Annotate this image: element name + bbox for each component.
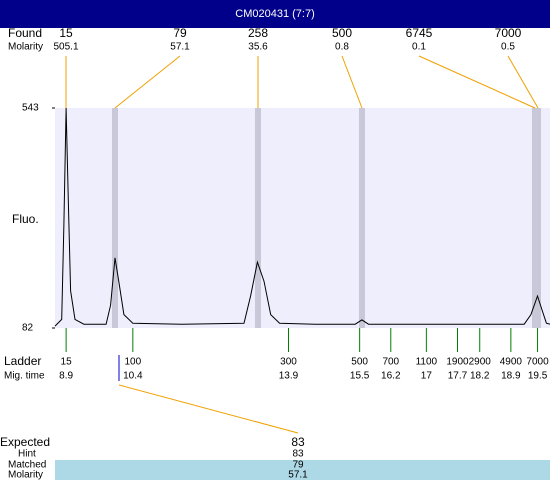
ladder-size: 700 [382, 357, 399, 368]
expected-molarity-label: Molarity [8, 470, 43, 480]
matched-label: Matched [8, 460, 46, 471]
ladder-time: 8.9 [59, 371, 73, 382]
expected-value: 83 [291, 435, 305, 449]
ladder-time: 18.2 [470, 371, 490, 382]
found-molarity: 57.1 [170, 42, 190, 53]
y-tick-label: 543 [22, 103, 39, 114]
found-molarity: 35.6 [248, 42, 268, 53]
peak-connector [341, 55, 363, 109]
ladder-time: 18.9 [501, 371, 521, 382]
ladder-size: 4900 [500, 357, 523, 368]
title-bar [0, 0, 550, 28]
ladder-time: 16.2 [381, 371, 401, 382]
peak-connector [418, 55, 536, 109]
trace [54, 107, 550, 327]
mig-time-label: Mig. time [4, 371, 45, 382]
ladder-size: 500 [351, 357, 368, 368]
peak-band [535, 108, 541, 328]
ladder-size: 300 [280, 357, 297, 368]
molarity-label: Molarity [8, 42, 43, 53]
peak-connector [507, 55, 539, 109]
peak-band [255, 108, 261, 328]
found-size: 500 [332, 26, 352, 40]
found-size: 258 [248, 26, 268, 40]
found-size: 79 [173, 26, 187, 40]
plot-area [55, 108, 550, 328]
found-size: 7000 [495, 26, 522, 40]
ladder-time: 15.5 [350, 371, 370, 382]
ladder-size: 2900 [469, 357, 492, 368]
peak-band [112, 108, 118, 328]
ladder-size: 15 [61, 357, 73, 368]
ladder-size: 100 [124, 357, 141, 368]
hint-label: Hint [18, 449, 36, 460]
found-size: 15 [59, 26, 73, 40]
ladder-time: 10.4 [123, 371, 143, 382]
expected-molarity-value: 57.1 [288, 470, 308, 480]
ladder-label: Ladder [4, 354, 41, 368]
found-molarity: 505.1 [53, 42, 78, 53]
ladder-size: 7000 [526, 357, 549, 368]
ladder-size: 1100 [416, 357, 438, 368]
ladder-size: 1900 [446, 357, 469, 368]
matched-highlight [55, 460, 550, 480]
found-size: 6745 [406, 26, 433, 40]
y-tick-label: 82 [22, 323, 34, 334]
matched-value: 79 [292, 460, 304, 471]
y-axis-label: Fluo. [12, 212, 39, 226]
hint-value: 83 [292, 449, 304, 460]
expected-connector [118, 384, 299, 434]
ladder-time: 19.5 [528, 371, 548, 382]
ladder-time: 17.7 [448, 371, 468, 382]
window-title: CM020431 (7:7) [235, 8, 315, 20]
peak-connector [114, 55, 181, 109]
expected-label: Expected [0, 435, 50, 449]
found-molarity: 0.8 [335, 42, 349, 53]
found-label: Found [8, 26, 42, 40]
ladder-time: 17 [421, 371, 433, 382]
found-molarity: 0.5 [501, 42, 515, 53]
ladder-time: 13.9 [279, 371, 299, 382]
found-molarity: 0.1 [412, 42, 426, 53]
peak-band [359, 108, 365, 328]
